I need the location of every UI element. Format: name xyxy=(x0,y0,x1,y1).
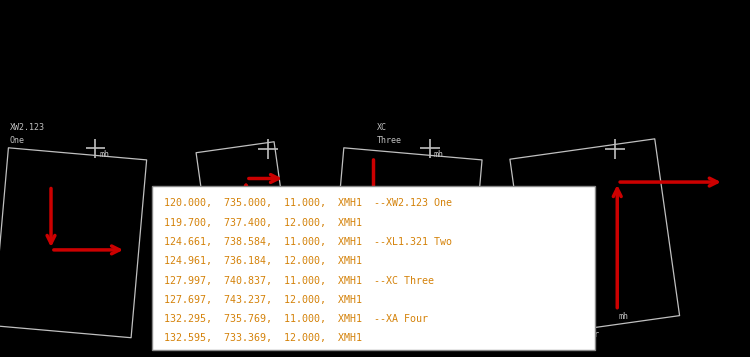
Text: 124.961,  736.184,  12.000,  XMH1: 124.961, 736.184, 12.000, XMH1 xyxy=(164,256,362,266)
Text: mh: mh xyxy=(619,312,628,321)
Text: Three: Three xyxy=(376,136,401,145)
Text: 127.997,  740.837,  11.000,  XMH1  --XC Three: 127.997, 740.837, 11.000, XMH1 --XC Thre… xyxy=(164,276,434,286)
Text: mh: mh xyxy=(270,312,280,321)
Text: 120.000,  735.000,  11.000,  XMH1  --XW2.123 One: 120.000, 735.000, 11.000, XMH1 --XW2.123… xyxy=(164,198,452,208)
Text: XA: XA xyxy=(579,316,589,325)
Text: XW2.123: XW2.123 xyxy=(10,123,45,132)
Text: 124.661,  738.584,  11.000,  XMH1  --XL1.321 Two: 124.661, 738.584, 11.000, XMH1 --XL1.321… xyxy=(164,237,452,247)
Text: XC: XC xyxy=(376,123,386,132)
Text: 127.697,  743.237,  12.000,  XMH1: 127.697, 743.237, 12.000, XMH1 xyxy=(164,295,362,305)
Text: mh: mh xyxy=(433,150,443,159)
Text: mh: mh xyxy=(99,150,109,159)
Text: 119.700,  737.400,  12.000,  XMH1: 119.700, 737.400, 12.000, XMH1 xyxy=(164,218,362,228)
FancyBboxPatch shape xyxy=(152,186,595,350)
Text: 132.295,  735.769,  11.000,  XMH1  --XA Four: 132.295, 735.769, 11.000, XMH1 --XA Four xyxy=(164,314,428,324)
Text: Two: Two xyxy=(214,330,229,339)
Text: Four: Four xyxy=(579,330,599,339)
Text: 132.595,  733.369,  12.000,  XMH1: 132.595, 733.369, 12.000, XMH1 xyxy=(164,333,362,343)
Text: One: One xyxy=(10,136,25,145)
Text: XL1.321: XL1.321 xyxy=(214,316,249,325)
